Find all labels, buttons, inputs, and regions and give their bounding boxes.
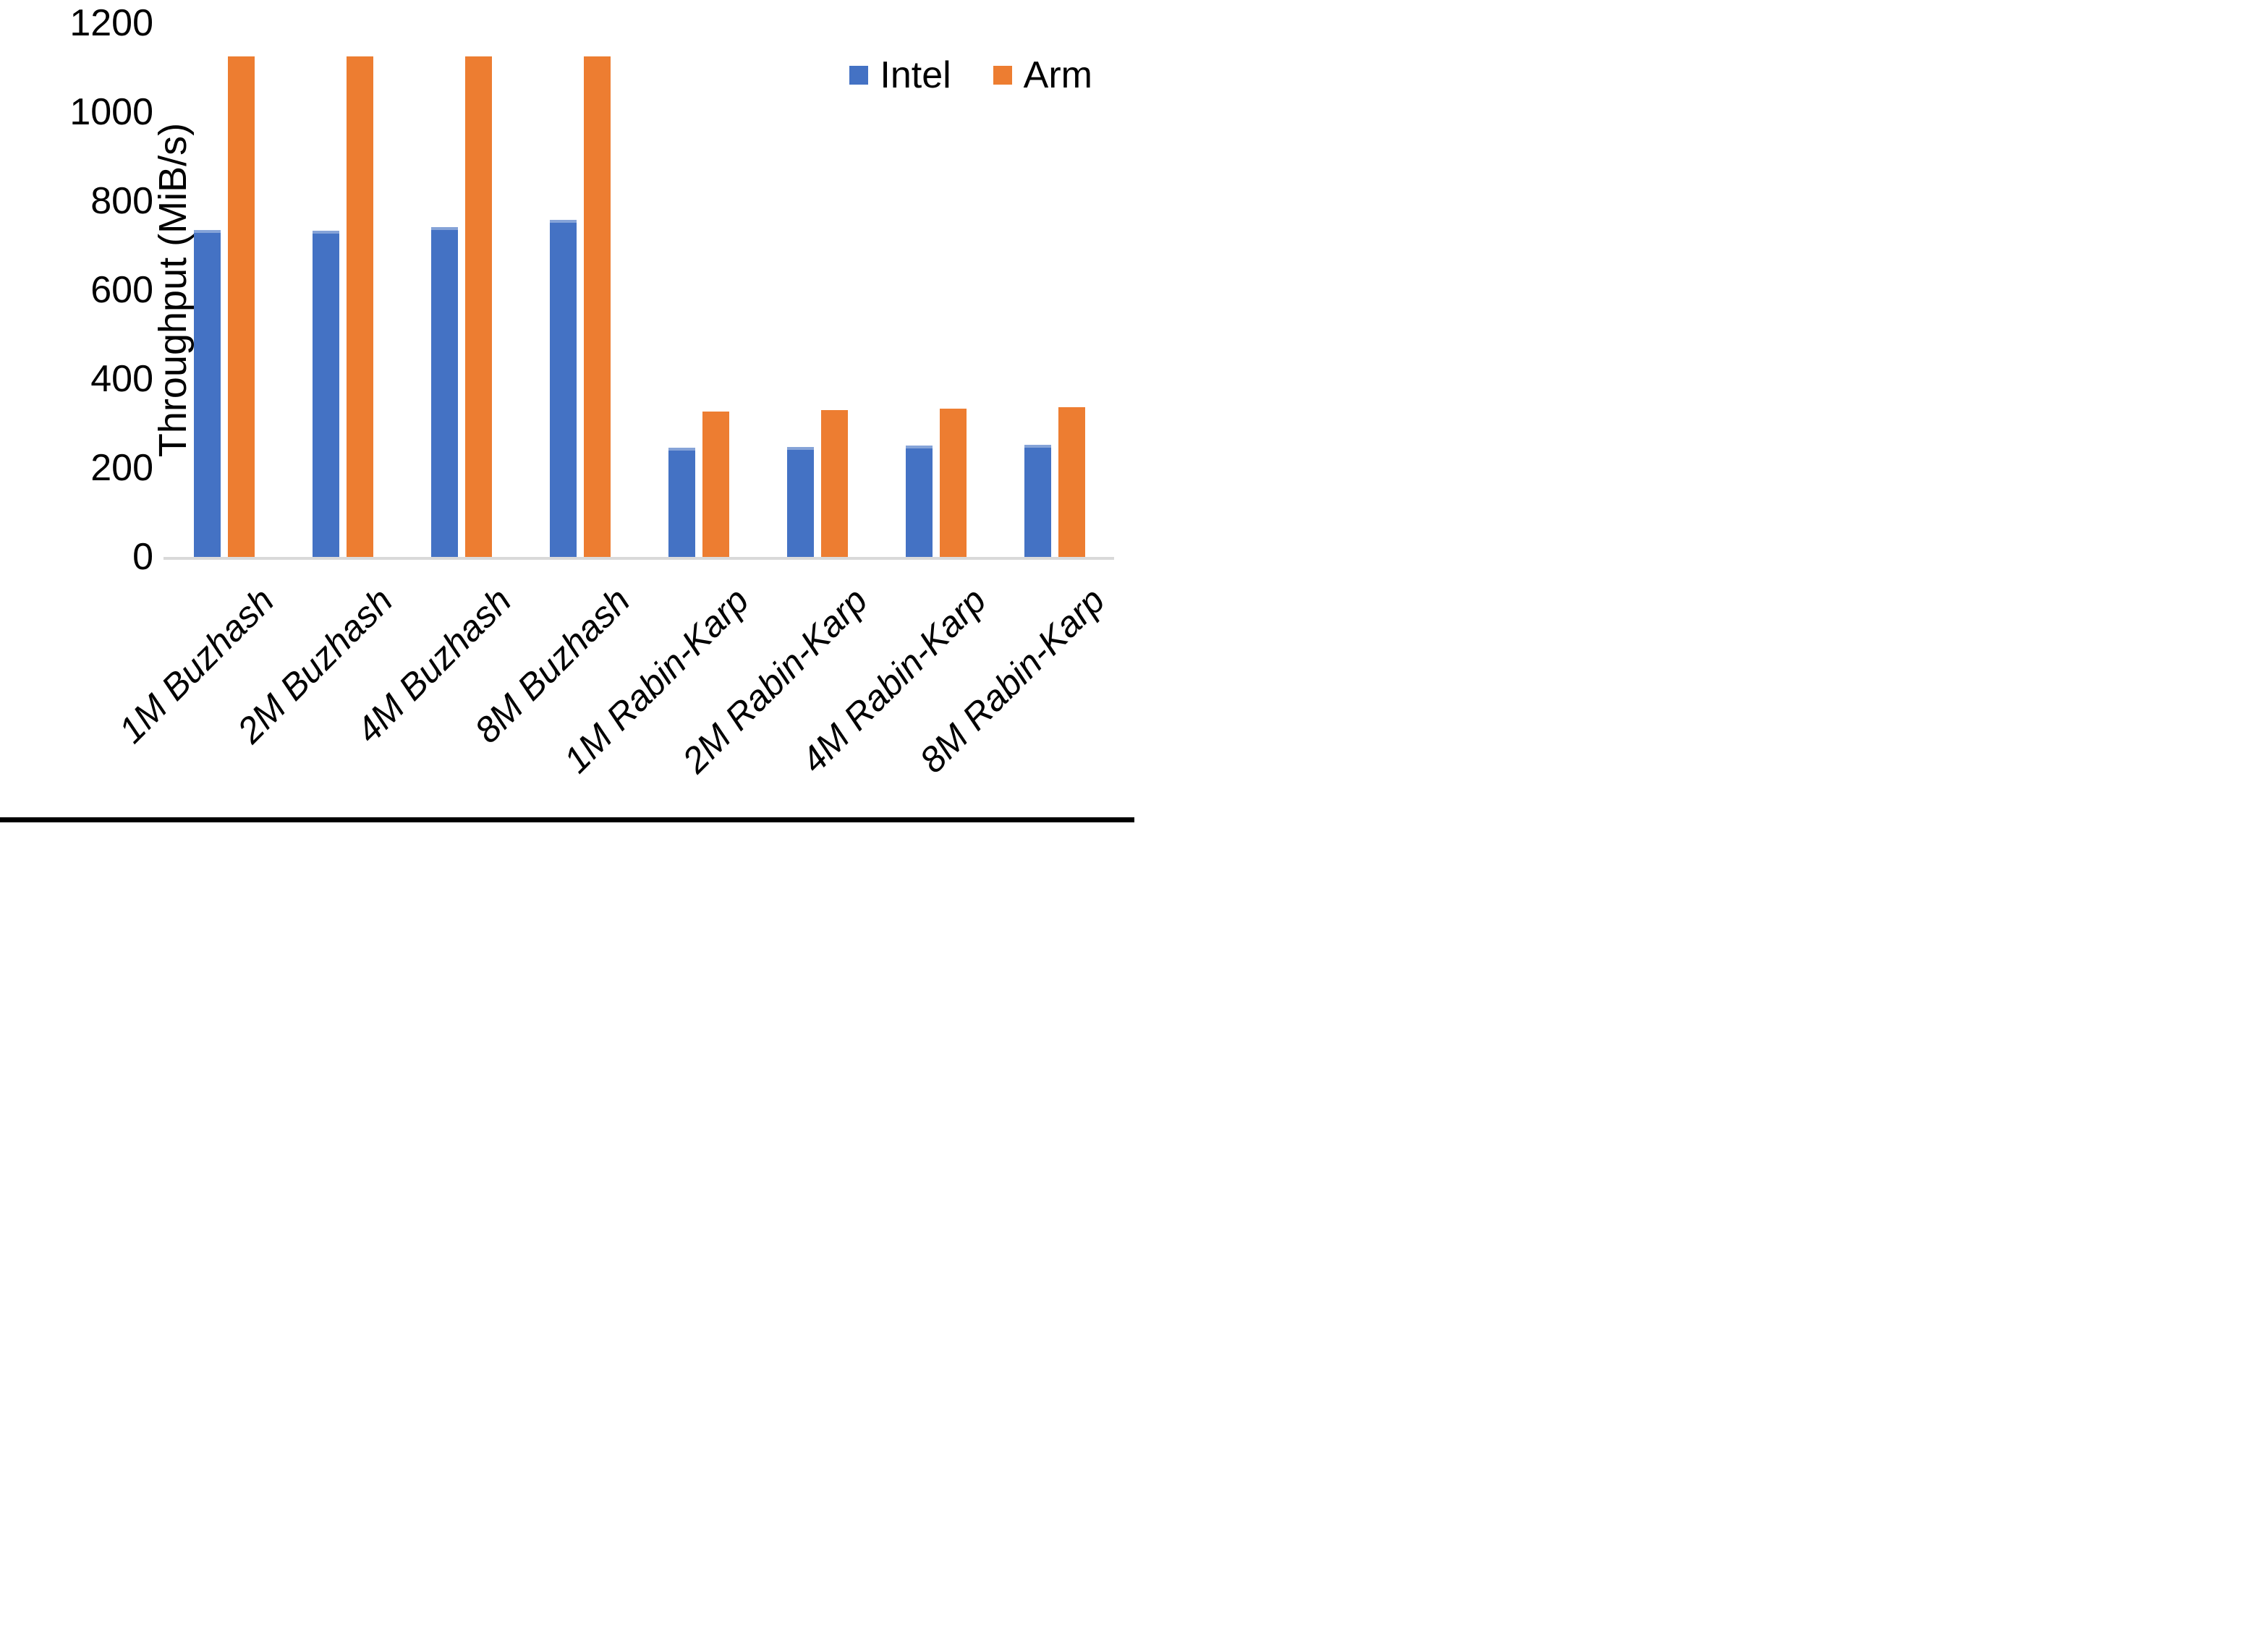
- bar-intel-2m-buzhash: [313, 231, 339, 557]
- chart: Throughput (MiB/s) 0 200 400 600 800 1000 1200…: [0, 0, 1134, 822]
- legend-label-intel: Intel: [880, 54, 951, 96]
- bar-intel-1m-rabin-karp: [668, 448, 695, 557]
- legend-item-arm: Arm: [993, 56, 1092, 94]
- bar-arm-8m-rabin-karp: [1058, 407, 1085, 557]
- y-tick-1000: 1000: [69, 91, 153, 133]
- y-tick-200: 200: [90, 447, 153, 489]
- bar-intel-2m-rabin-karp: [787, 447, 814, 557]
- bar-arm-2m-rabin-karp: [821, 410, 848, 557]
- bar-intel-4m-rabin-karp: [906, 446, 933, 557]
- page-bottom-border: [0, 817, 1134, 822]
- x-axis-line: [163, 557, 1114, 560]
- y-tick-1200: 1200: [69, 2, 153, 44]
- y-tick-400: 400: [90, 358, 153, 400]
- legend-item-intel: Intel: [849, 56, 951, 94]
- bar-arm-1m-rabin-karp: [702, 411, 729, 557]
- bar-arm-4m-buzhash: [465, 56, 492, 557]
- legend: Intel Arm: [849, 56, 1092, 94]
- legend-swatch-arm: [993, 66, 1012, 85]
- bar-intel-8m-buzhash: [550, 220, 577, 557]
- bar-arm-1m-buzhash: [228, 56, 255, 557]
- y-tick-800: 800: [90, 180, 153, 222]
- bar-arm-2m-buzhash: [347, 56, 373, 557]
- plot-area: [0, 0, 1134, 822]
- bar-intel-8m-rabin-karp: [1024, 445, 1051, 557]
- legend-label-arm: Arm: [1023, 54, 1092, 96]
- bar-intel-4m-buzhash: [431, 227, 458, 557]
- y-tick-600: 600: [90, 269, 153, 311]
- legend-swatch-intel: [849, 66, 869, 85]
- bar-arm-8m-buzhash: [584, 56, 611, 557]
- bar-intel-1m-buzhash: [194, 229, 221, 557]
- bar-arm-4m-rabin-karp: [940, 409, 967, 557]
- y-tick-0: 0: [132, 536, 153, 578]
